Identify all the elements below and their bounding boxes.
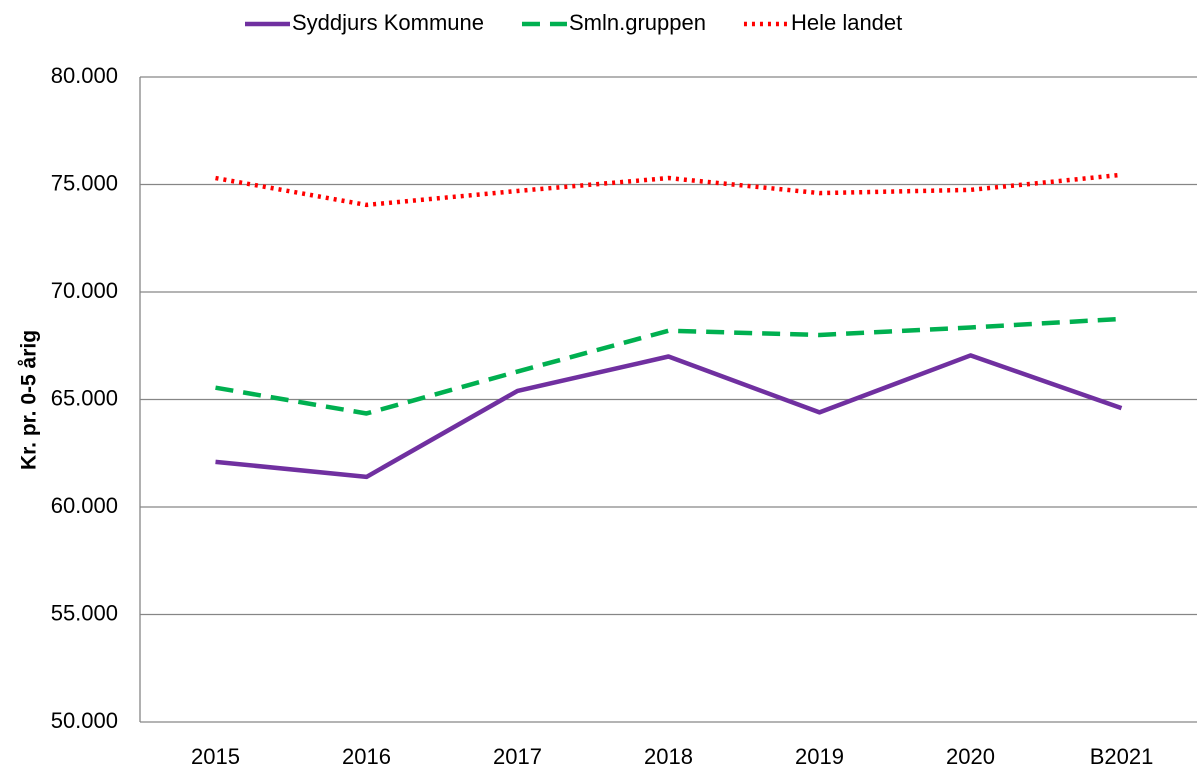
legend-label: Syddjurs Kommune [292, 10, 484, 35]
y-tick-label: 60.000 [51, 493, 118, 518]
x-tick-label: 2019 [795, 744, 844, 769]
y-tick-label: 80.000 [51, 63, 118, 88]
x-tick-label: 2018 [644, 744, 693, 769]
legend-label: Hele landet [791, 10, 902, 35]
y-tick-label: 70.000 [51, 278, 118, 303]
series-line [215, 353, 1123, 480]
y-tick-label: 65.000 [51, 385, 118, 410]
x-tick-label: 2017 [493, 744, 542, 769]
y-axis-label: Kr. pr. 0-5 årig [18, 330, 41, 470]
legend-label: Smln.gruppen [569, 10, 706, 35]
series-line [215, 172, 1122, 208]
y-tick-label: 50.000 [51, 708, 118, 733]
y-tick-label: 75.000 [51, 170, 118, 195]
x-tick-label: B2021 [1090, 744, 1154, 769]
y-tick-label: 55.000 [51, 600, 118, 625]
x-tick-label: 2016 [342, 744, 391, 769]
x-tick-label: 2015 [191, 744, 240, 769]
x-tick-label: 2020 [946, 744, 995, 769]
series-line [215, 316, 1122, 416]
